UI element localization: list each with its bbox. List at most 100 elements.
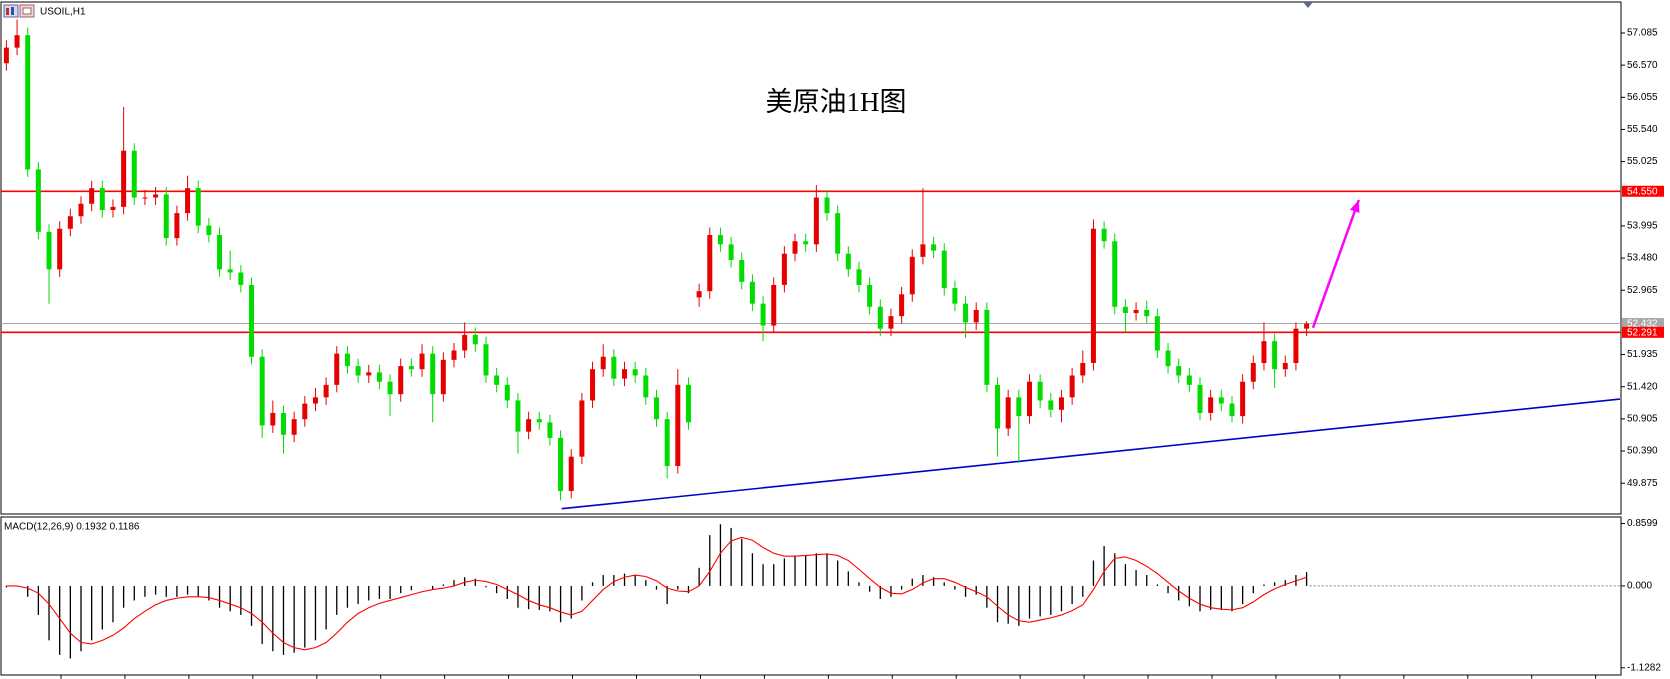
candle-body — [653, 397, 659, 420]
candle-body — [1197, 384, 1203, 413]
candle-body — [622, 369, 628, 379]
candle-body — [813, 197, 819, 245]
candle-body — [483, 344, 489, 376]
candle-body — [408, 366, 414, 370]
candle-body — [526, 419, 532, 432]
candle-body — [1304, 323, 1310, 329]
y-tick-label: 52.965 — [1627, 285, 1658, 296]
candle-body — [899, 294, 905, 317]
candle-body — [824, 197, 830, 214]
candle-body — [675, 384, 681, 467]
candle-body — [1048, 400, 1054, 410]
candle-body — [259, 356, 265, 426]
shift-marker — [1303, 2, 1313, 8]
level-label: 54.550 — [1627, 186, 1658, 197]
candle-body — [217, 234, 223, 270]
candle-body — [1069, 375, 1075, 398]
y-tick-label: 50.390 — [1627, 446, 1658, 457]
candle-body — [419, 353, 425, 370]
candle-body — [536, 419, 542, 423]
candle-body — [941, 250, 947, 289]
candle-body — [121, 150, 127, 207]
candle-body — [78, 203, 84, 217]
macd-title: MACD(12,26,9) 0.1932 0.1186 — [4, 522, 140, 533]
candle-body — [89, 188, 95, 204]
y-tick-label: 56.055 — [1627, 92, 1658, 103]
candle-body — [1037, 381, 1043, 401]
y-tick-label: 49.875 — [1627, 478, 1658, 489]
y-tick-label: 51.935 — [1627, 349, 1658, 360]
candle-body — [249, 284, 255, 357]
y-tick-label: 0.000 — [1627, 581, 1652, 592]
candle-body — [1186, 375, 1192, 385]
candle-body — [57, 228, 63, 270]
candle-body — [1112, 241, 1118, 307]
candle-body — [1165, 350, 1171, 367]
candle-body — [547, 422, 553, 438]
y-tick-label: 53.995 — [1627, 221, 1658, 232]
y-tick-label: 55.540 — [1627, 124, 1658, 135]
candle-body — [206, 225, 212, 235]
candle-body — [163, 194, 169, 239]
macd-signal — [6, 536, 1307, 651]
candle-body — [771, 284, 777, 326]
arrow — [1311, 199, 1360, 329]
candle-body — [142, 197, 148, 199]
symbol-icon — [3, 4, 35, 18]
candle-body — [1218, 397, 1224, 404]
candle-body — [1293, 328, 1299, 363]
candle-body — [334, 353, 340, 385]
level-label-box — [1622, 185, 1664, 197]
candle-body — [600, 356, 606, 370]
candle-body — [46, 231, 52, 270]
candle-body — [643, 375, 649, 398]
candle-body — [451, 350, 457, 360]
candle-body — [1101, 228, 1107, 242]
candle-body — [153, 194, 159, 198]
y-tick-label: 57.085 — [1627, 28, 1658, 39]
candle-body — [611, 356, 617, 379]
level-label: 52.432 — [1627, 319, 1658, 330]
candle-body — [590, 369, 596, 401]
candle-body — [398, 366, 404, 395]
level-label-box — [1622, 326, 1664, 338]
candle-body — [355, 366, 361, 376]
candle-body — [504, 384, 510, 401]
candle-body — [99, 188, 105, 211]
candle-body — [1016, 397, 1022, 417]
macd-panel — [0, 516, 1622, 676]
level-label-box — [1622, 318, 1664, 330]
candle-body — [973, 309, 979, 323]
candle-body — [323, 384, 329, 398]
candle-body — [1090, 228, 1096, 363]
candle-body — [1282, 362, 1288, 370]
candle-body — [67, 216, 73, 229]
candle-body — [494, 375, 500, 385]
candle-body — [515, 400, 521, 432]
candle-body — [909, 256, 915, 295]
candle-body — [685, 384, 691, 423]
candle-body — [344, 353, 350, 367]
trendline — [561, 398, 1620, 510]
candle-body — [803, 241, 809, 245]
candle-body — [462, 334, 468, 351]
candle-body — [376, 372, 382, 382]
y-tick-label: 51.420 — [1627, 381, 1658, 392]
candle-body — [35, 169, 41, 232]
candle-body — [717, 234, 723, 245]
candle-body — [963, 303, 969, 323]
y-tick-label: 50.905 — [1627, 414, 1658, 425]
candle-body — [739, 259, 745, 282]
candle-body — [707, 234, 713, 292]
candle-body — [920, 244, 926, 257]
candle-body — [1176, 366, 1182, 376]
annotation: 美原油1H图 — [766, 87, 907, 117]
candle-body — [558, 437, 564, 491]
chart-title: USOIL,H1 — [40, 7, 86, 18]
candle-body — [632, 369, 638, 376]
candle-body — [110, 206, 116, 211]
candle-body — [131, 150, 137, 198]
candle-body — [1208, 397, 1214, 413]
y-tick-label: 55.025 — [1627, 156, 1658, 167]
